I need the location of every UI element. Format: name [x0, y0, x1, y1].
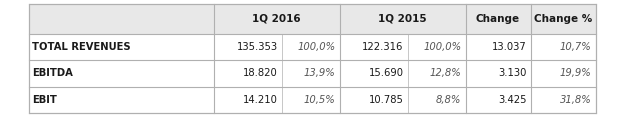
Text: 12,8%: 12,8%: [430, 68, 462, 78]
Text: 8,8%: 8,8%: [436, 95, 462, 105]
Text: 135.353: 135.353: [236, 42, 278, 52]
Text: 100,0%: 100,0%: [298, 42, 336, 52]
Text: 18.820: 18.820: [243, 68, 278, 78]
Text: 100,0%: 100,0%: [423, 42, 462, 52]
Text: 1Q 2015: 1Q 2015: [378, 14, 427, 24]
Text: TOTAL REVENUES: TOTAL REVENUES: [32, 42, 131, 52]
Text: 1Q 2016: 1Q 2016: [252, 14, 301, 24]
Text: 3.130: 3.130: [498, 68, 527, 78]
Text: 122.316: 122.316: [362, 42, 404, 52]
Text: 31,8%: 31,8%: [560, 95, 592, 105]
Text: 13,9%: 13,9%: [304, 68, 336, 78]
Bar: [29, 4, 595, 34]
Text: Change %: Change %: [534, 14, 592, 24]
Text: Change: Change: [476, 14, 520, 24]
Text: 19,9%: 19,9%: [560, 68, 592, 78]
Text: 14.210: 14.210: [243, 95, 278, 105]
Text: 3.425: 3.425: [498, 95, 527, 105]
Text: 10,7%: 10,7%: [560, 42, 592, 52]
Text: EBITDA: EBITDA: [32, 68, 74, 78]
Text: 13.037: 13.037: [492, 42, 527, 52]
Text: EBIT: EBIT: [32, 95, 57, 105]
Text: 15.690: 15.690: [369, 68, 404, 78]
Text: 10.785: 10.785: [369, 95, 404, 105]
Text: 10,5%: 10,5%: [304, 95, 336, 105]
